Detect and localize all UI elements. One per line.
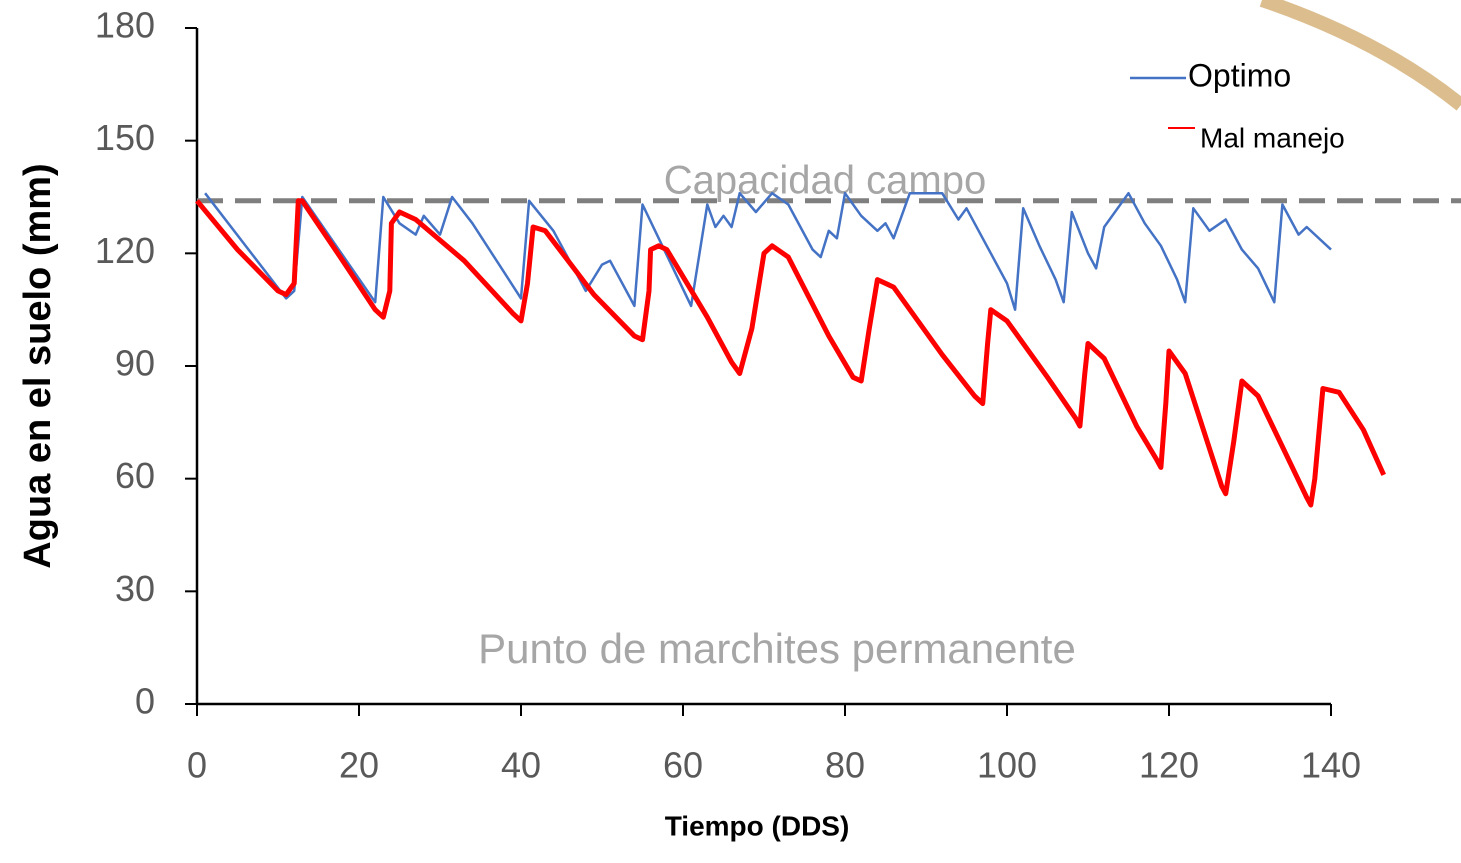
y-tick-label: 90 xyxy=(115,343,155,384)
annotation: Punto de marchites permanente xyxy=(478,625,1076,672)
y-tick-label: 30 xyxy=(115,568,155,609)
y-tick-label: 0 xyxy=(135,681,155,722)
series-line xyxy=(197,201,1384,505)
y-axis-label: Agua en el suelo (mm) xyxy=(17,163,59,568)
chart: Tiempo (DDS) Agua en el suelo (mm) Punto… xyxy=(0,0,1461,858)
y-tick-label: 120 xyxy=(95,230,155,271)
x-tick-label: 40 xyxy=(501,745,541,786)
x-tick-label: 60 xyxy=(663,745,703,786)
x-tick-label: 140 xyxy=(1301,745,1361,786)
x-tick-label: 120 xyxy=(1139,745,1199,786)
x-tick-label: 0 xyxy=(187,745,207,786)
x-tick-label: 80 xyxy=(825,745,865,786)
reference-label: Capacidad campo xyxy=(664,158,986,202)
x-axis-label: Tiempo (DDS) xyxy=(665,810,850,841)
y-tick-label: 150 xyxy=(95,117,155,158)
y-tick-label: 180 xyxy=(95,5,155,46)
decoration-arc xyxy=(1262,0,1461,105)
x-tick-label: 100 xyxy=(977,745,1037,786)
y-tick-label: 60 xyxy=(115,455,155,496)
legend-label: Optimo xyxy=(1188,57,1291,93)
x-tick-label: 20 xyxy=(339,745,379,786)
legend-label: Mal manejo xyxy=(1200,122,1345,153)
